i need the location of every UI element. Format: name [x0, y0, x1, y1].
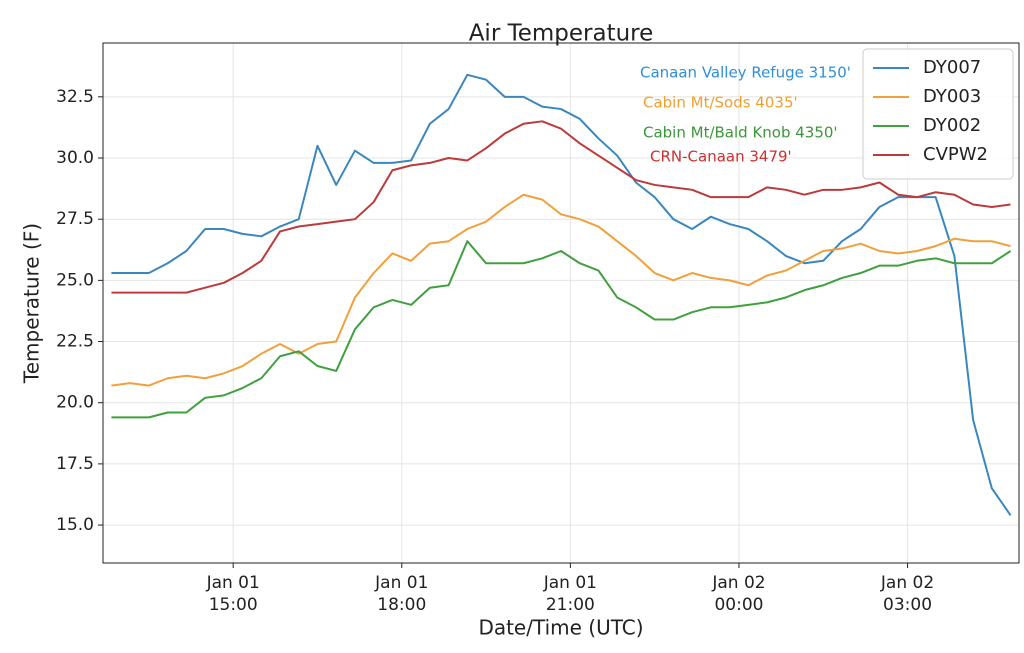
legend-label: CVPW2 [923, 144, 988, 165]
x-tick-label: 00:00 [714, 595, 763, 615]
x-axis-label: Date/Time (UTC) [478, 616, 643, 640]
legend-label: DY007 [923, 57, 981, 78]
y-tick-label: 32.5 [56, 87, 94, 107]
plot-frame [102, 42, 1020, 564]
x-tick-label: 03:00 [883, 595, 932, 615]
y-tick-label: 20.0 [56, 393, 94, 413]
x-tick-label: Jan 02 [711, 573, 765, 593]
y-tick-label: 27.5 [56, 209, 94, 229]
annotation: Cabin Mt/Bald Knob 4350' [643, 124, 838, 142]
plot-lines [111, 73, 1012, 516]
x-tick-label: Jan 01 [374, 573, 428, 593]
chart-title: Air Temperature [469, 21, 654, 47]
y-tick-label: 30.0 [56, 148, 94, 168]
x-tick-label: Jan 01 [543, 573, 597, 593]
legend: DY007 DY003 DY002 CVPW2 [862, 48, 1014, 180]
data-line [111, 240, 1012, 419]
legend-label: DY003 [923, 86, 981, 107]
annotation: CRN-Canaan 3479' [650, 148, 792, 166]
y-tick-label: 25.0 [56, 270, 94, 290]
data-line [111, 120, 1011, 294]
x-tick-label: Jan 02 [880, 573, 934, 593]
annotation: Cabin Mt/Sods 4035' [643, 94, 798, 112]
y-tick-label: 22.5 [56, 332, 94, 352]
x-tick-label: Jan 01 [206, 573, 260, 593]
y-tick-label: 17.5 [56, 454, 94, 474]
x-tick-label: 18:00 [377, 595, 426, 615]
x-tick-label: 21:00 [546, 595, 595, 615]
annotation: Canaan Valley Refuge 3150' [640, 64, 851, 82]
legend-label: DY002 [923, 115, 981, 136]
annotations: Canaan Valley Refuge 3150' Cabin Mt/Sods … [640, 64, 851, 166]
data-line [111, 193, 1011, 387]
y-axis-label: Temperature (F) [20, 223, 44, 384]
y-tick-label: 15.0 [56, 515, 94, 535]
data-line [111, 73, 1012, 516]
x-tick-label: 15:00 [209, 595, 258, 615]
legend-box [862, 48, 1014, 180]
